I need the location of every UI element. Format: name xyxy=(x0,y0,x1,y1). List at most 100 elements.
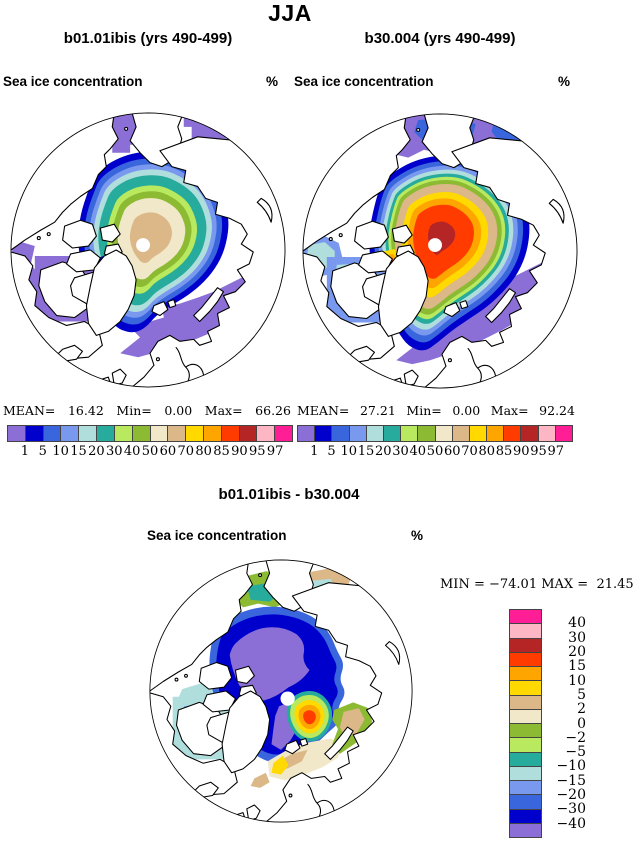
min-label: Min= xyxy=(116,403,152,418)
stats-left: MEAN= 16.42 Min= 0.00 Max= 66.26 xyxy=(3,403,291,418)
colorbar-tick-label: 5 xyxy=(327,444,336,459)
colorbar-tick-label: 60 xyxy=(159,444,177,459)
colorbar-tick-label: 90 xyxy=(512,444,530,459)
colorbar-tick-label: 95 xyxy=(530,444,547,459)
colorbar-segment xyxy=(332,426,350,441)
colorbar-tick-label: −40 xyxy=(556,815,586,832)
colorbar-tick-label: 80 xyxy=(195,444,212,459)
colorbar-tick-label: 40 xyxy=(123,444,141,459)
colorbar-segment xyxy=(418,426,436,441)
colorbar-segment xyxy=(315,426,333,441)
colorbar-segment xyxy=(349,426,367,441)
min-label: Min= xyxy=(406,403,442,418)
colorbar-tick-label: 0 xyxy=(577,715,586,732)
colorbar-tick-label: −10 xyxy=(556,758,586,775)
colorbar-left: 1 5 10 15 20 30 40 50 60 70 80 85 90 95 97 xyxy=(7,425,293,460)
colorbar-segment xyxy=(401,426,419,441)
colorbar-segment xyxy=(150,426,169,441)
map-right-sea-ice xyxy=(302,113,578,389)
panel-diff-field-label: Sea ice concentration xyxy=(147,528,287,543)
colorbar-diff: 40 30 20 15 10 5 2 0 −2 −5 −10 −15 −20 −30 −40 xyxy=(509,609,586,838)
colorbar-tick-label: 95 xyxy=(248,444,266,459)
map-boundary-circle xyxy=(149,559,413,823)
colorbar-segment xyxy=(510,610,541,625)
colorbar-segment xyxy=(221,426,240,441)
mean-label: MEAN= xyxy=(3,403,56,418)
colorbar-tick-label: 80 xyxy=(478,444,496,459)
contour-band xyxy=(303,710,316,725)
map-boundary-circle xyxy=(10,112,286,388)
colorbar-segment xyxy=(510,624,541,639)
max-value: 92.24 xyxy=(539,403,575,418)
pole-hole xyxy=(280,691,295,706)
colorbar-segment xyxy=(510,638,541,653)
colorbar-segment xyxy=(366,426,384,441)
colorbar-segment xyxy=(555,426,572,441)
colorbar-segment xyxy=(383,426,402,441)
colorbar-tick-label: 20 xyxy=(374,444,392,459)
colorbar-tick-label: 30 xyxy=(105,444,123,459)
panel-right-field-label: Sea ice concentration xyxy=(294,74,434,89)
colorbar-tick-label: 5 xyxy=(38,444,47,459)
colorbar-tick-label: 20 xyxy=(568,643,586,660)
colorbar-segment xyxy=(452,426,470,441)
colorbar-segment xyxy=(114,426,133,441)
colorbar-segment xyxy=(132,426,151,441)
colorbar-tick-label: 60 xyxy=(443,444,461,459)
mean-value: 16.42 xyxy=(67,403,104,418)
colorbar-segment xyxy=(510,752,541,767)
colorbar-segment xyxy=(510,795,541,810)
min-value: 0.00 xyxy=(164,403,193,418)
diff-minmax: MIN = −74.01 MAX = 21.45 xyxy=(440,577,634,592)
colorbar-tick-label: −30 xyxy=(556,801,586,818)
colorbar-tick-label: 70 xyxy=(177,444,195,459)
min-value: 0.00 xyxy=(452,403,481,418)
max-label: Max= xyxy=(204,403,243,418)
colorbar-tick-label: 97 xyxy=(547,444,565,459)
colorbar-tick-label: 30 xyxy=(568,629,586,646)
max-label: Max= xyxy=(490,403,529,418)
colorbar-segment xyxy=(203,426,222,441)
colorbar-tick-label: 50 xyxy=(426,444,444,459)
colorbar-tick-label: 5 xyxy=(577,686,586,703)
colorbar-segment xyxy=(504,426,522,441)
colorbar-segment xyxy=(510,766,541,781)
colorbar-tick-label: 85 xyxy=(213,444,230,459)
colorbar-segment xyxy=(97,426,115,441)
colorbar-tick-label: 40 xyxy=(568,615,586,632)
colorbar-segment xyxy=(510,695,541,710)
colorbar-segment xyxy=(510,667,541,682)
colorbar-segment xyxy=(521,426,539,441)
colorbar-tick-label: −5 xyxy=(565,744,586,761)
colorbar-segment xyxy=(8,426,26,441)
panel-right-subtitle: b30.004 (yrs 490-499) xyxy=(364,30,516,47)
colorbar-tick-label: 10 xyxy=(52,444,69,459)
figure-title: JJA xyxy=(268,0,312,26)
map-boundary-circle xyxy=(302,113,578,389)
panel-diff-units: % xyxy=(411,528,424,543)
colorbar-segment xyxy=(538,426,556,441)
panel-left-field-label: Sea ice concentration xyxy=(3,74,143,89)
mean-label: MEAN= xyxy=(297,403,350,418)
colorbar-segment xyxy=(239,426,258,441)
pole-hole xyxy=(136,238,150,252)
colorbar-segment xyxy=(510,823,541,837)
colorbar-tick-label: 90 xyxy=(231,444,248,459)
pole-hole xyxy=(428,238,442,252)
map-diff-sea-ice xyxy=(149,559,413,823)
colorbar-tick-label: −15 xyxy=(556,772,586,789)
colorbar-tick-label: 15 xyxy=(357,444,375,459)
panel-left-subtitle: b01.01ibis (yrs 490-499) xyxy=(63,30,233,47)
map-left-sea-ice xyxy=(10,112,286,388)
colorbar-right: 1 5 10 15 20 30 40 50 60 70 80 85 90 95 97 xyxy=(297,425,573,460)
colorbar-segment xyxy=(168,426,187,441)
colorbar-tick-label: 97 xyxy=(266,444,284,459)
stats-right: MEAN= 27.21 Min= 0.00 Max= 92.24 xyxy=(297,403,575,418)
colorbar-segment xyxy=(510,724,541,739)
colorbar-segment xyxy=(79,426,98,441)
colorbar-tick-label: 40 xyxy=(409,444,427,459)
colorbar-segment xyxy=(510,781,541,796)
colorbar-segment xyxy=(435,426,453,441)
colorbar-tick-label: 85 xyxy=(495,444,513,459)
